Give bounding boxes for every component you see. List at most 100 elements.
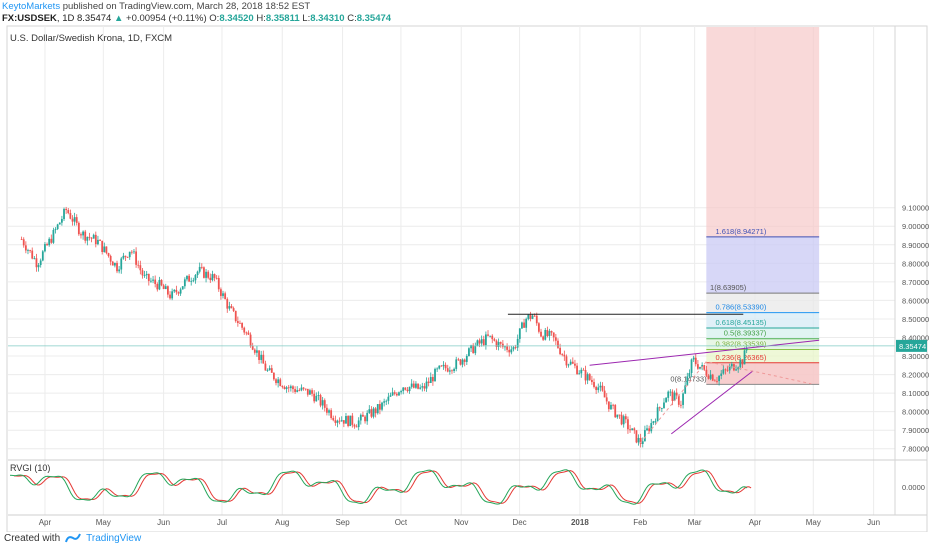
candle-body	[391, 392, 394, 396]
candle-body	[215, 277, 218, 279]
tradingview-brand[interactable]: TradingView	[86, 533, 142, 544]
upper-trend-line[interactable]	[589, 339, 820, 366]
candle-body	[171, 291, 174, 299]
candle-body	[739, 359, 742, 368]
fib-zone	[706, 312, 820, 328]
candle-body	[491, 335, 494, 340]
interval-label[interactable]: 1D	[62, 13, 75, 24]
candle-body	[525, 318, 528, 328]
open-label: O:	[209, 13, 220, 24]
candle-body	[417, 383, 419, 389]
candle-body	[574, 363, 576, 366]
candle-body	[667, 391, 670, 398]
drawings[interactable]	[8, 313, 895, 444]
fib-level-label: 0.786(8.53390)	[715, 303, 766, 312]
y-tick-label: 9.10000	[902, 204, 929, 213]
candle-body	[105, 246, 108, 254]
candle-body	[205, 271, 207, 278]
candle-body	[669, 391, 672, 393]
candle-body	[222, 293, 224, 296]
candle-body	[378, 404, 381, 410]
candle-body	[266, 370, 269, 371]
candle-body	[510, 349, 513, 353]
candle-body	[56, 224, 59, 230]
y-tick-label: 8.20000	[902, 371, 929, 380]
candle-body	[546, 330, 549, 337]
candle-body	[80, 234, 82, 236]
x-tick-label: Oct	[395, 518, 408, 527]
candle-body	[166, 286, 169, 295]
symbol-name[interactable]: FX:USDSEK	[2, 13, 57, 24]
candle-body	[457, 359, 460, 361]
candle-body	[226, 299, 229, 309]
x-tick-label: Aug	[275, 518, 289, 527]
candle-body	[518, 328, 521, 339]
candle-body	[622, 416, 625, 425]
change-value: +0.00954 (+0.11%)	[126, 13, 207, 24]
candle-body	[306, 388, 309, 395]
candle-body	[582, 369, 585, 371]
fib-level-label: 0.236(8.26365)	[715, 353, 766, 362]
candle-body	[383, 401, 386, 403]
candle-body	[436, 368, 439, 370]
fibonacci-retracement[interactable]: 0(8.14733)0.236(8.26365)0.382(8.33539)0.…	[670, 27, 820, 385]
candle-body	[211, 274, 214, 281]
candle-body	[584, 370, 587, 381]
last-price-tag	[896, 339, 927, 352]
rvgi-pane[interactable]: 0.0000	[9, 469, 925, 505]
candle-body	[298, 390, 301, 391]
candle-body	[637, 437, 640, 443]
time-axis[interactable]: Apr May Jun Jul Aug Sep Oct Nov Dec 2018 Feb Mar Apr…	[39, 518, 880, 527]
projection-path[interactable]	[639, 361, 812, 444]
candle-body	[228, 306, 231, 309]
candle-body	[578, 373, 581, 375]
candle-body	[243, 327, 246, 333]
y-tick-label: 9.00000	[902, 222, 929, 231]
fib-level-label: 0.382(8.33539)	[715, 339, 766, 348]
publisher-link[interactable]: KeytoMarkets	[2, 1, 61, 12]
candle-body	[690, 359, 693, 374]
last-price-label: 8.35474	[899, 342, 926, 351]
candle-body	[251, 345, 254, 350]
fib-zone	[706, 338, 820, 350]
candle-body	[635, 430, 638, 443]
rvgi-signal-line	[13, 470, 752, 504]
candle-body	[130, 251, 133, 253]
candle-body	[236, 321, 239, 323]
candle-body	[446, 368, 449, 372]
lower-trend-line[interactable]	[670, 370, 754, 435]
candle-body	[616, 414, 619, 418]
candle-body	[24, 245, 27, 251]
candle-body	[387, 396, 390, 401]
candle-body	[614, 405, 617, 418]
candle-body	[150, 280, 152, 282]
candle-body	[65, 208, 68, 211]
candle-body	[209, 277, 212, 281]
price-axis[interactable]: 9.10000 9.00000 8.90000 8.80000 8.70000 8.600…	[894, 26, 929, 515]
candle-body	[285, 387, 288, 390]
candle-body	[128, 251, 131, 258]
candle-body	[724, 369, 727, 371]
y-tick-label: 8.80000	[902, 259, 929, 268]
candle-body	[173, 289, 176, 292]
created-with-text: Created with	[4, 533, 61, 544]
chart-canvas[interactable]: 0(8.14733)0.236(8.26365)0.382(8.33539)0.…	[0, 0, 932, 532]
candle-body	[181, 286, 184, 290]
candle-body	[77, 222, 80, 235]
candle-body	[427, 381, 430, 384]
candle-body	[663, 402, 665, 409]
candle-body	[194, 275, 197, 281]
candle-body	[325, 407, 328, 413]
candle-body	[580, 369, 583, 374]
candle-body	[92, 234, 95, 239]
candle-body	[484, 334, 487, 346]
fib-zone	[706, 349, 820, 363]
candle-body	[586, 374, 589, 381]
candle-body	[482, 339, 485, 346]
candle-body	[41, 251, 44, 261]
candle-body	[385, 400, 388, 402]
candle-body	[338, 420, 341, 422]
chart-frame	[6, 25, 928, 532]
last-price: 8.35474	[76, 13, 112, 24]
candle-body	[340, 420, 343, 422]
